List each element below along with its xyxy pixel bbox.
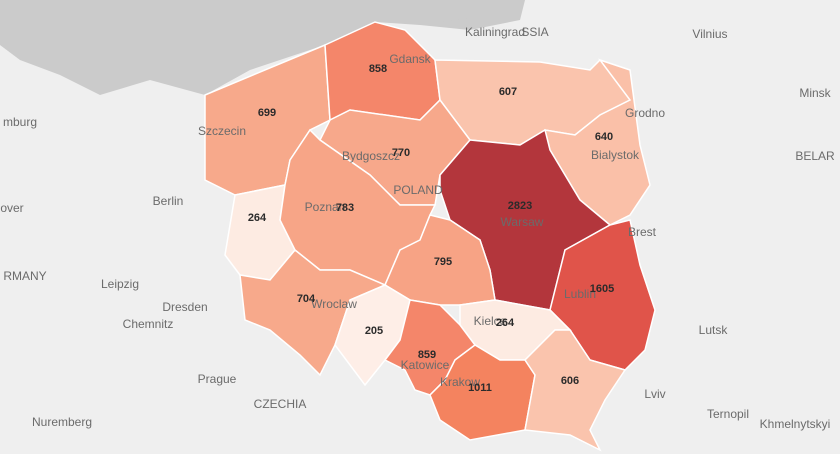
place-label: Ternopil <box>707 407 749 421</box>
region-value: 704 <box>297 293 316 305</box>
place-label: Bialystok <box>591 148 640 162</box>
region-value: 783 <box>336 202 354 214</box>
region <box>524 329 627 452</box>
place-label: Grodno <box>625 106 665 120</box>
place-label: Prague <box>198 372 237 386</box>
place-label: Nuremberg <box>32 415 92 429</box>
region <box>384 214 496 306</box>
place-label: over <box>0 201 23 215</box>
place-label: Kielce <box>474 314 507 328</box>
place-label: Vilnius <box>692 27 727 41</box>
region-value: 858 <box>369 63 387 75</box>
region-value: 205 <box>365 325 383 337</box>
place-label: Berlin <box>153 194 184 208</box>
place-label: Dresden <box>162 300 207 314</box>
place-label: RMANY <box>3 269 46 283</box>
place-label: Minsk <box>799 86 831 100</box>
place-label: Lutsk <box>699 323 729 337</box>
place-label: Lviv <box>644 387 665 401</box>
place-label: mburg <box>3 115 37 129</box>
place-label: Gdansk <box>389 52 431 66</box>
place-label: Lublin <box>564 287 596 301</box>
region-value: 795 <box>434 256 452 268</box>
region-value: 264 <box>496 317 515 329</box>
region-value: 1605 <box>590 283 614 295</box>
place-label: CZECHIA <box>254 397 307 411</box>
place-label: Szczecin <box>198 124 246 138</box>
region-value: 2823 <box>508 200 532 212</box>
region-value: 606 <box>561 375 579 387</box>
place-label: Katowice <box>401 358 450 372</box>
region-value: 859 <box>418 349 436 361</box>
place-label: Warsaw <box>501 215 544 229</box>
place-label: Kaliningrad <box>465 25 525 39</box>
sea <box>0 0 525 95</box>
region-value: 264 <box>248 212 267 224</box>
place-label: Leipzig <box>101 277 139 291</box>
region-value: 607 <box>499 86 517 98</box>
region-value: 770 <box>392 147 410 159</box>
place-label: Krakow <box>440 375 480 389</box>
place-label: BELAR <box>795 149 835 163</box>
region-value: 699 <box>258 107 276 119</box>
place-label: POLAND <box>393 183 443 197</box>
region-value: 640 <box>595 131 613 143</box>
place-label: Wroclaw <box>311 297 357 311</box>
place-label: Khmelnytskyi <box>760 417 831 431</box>
gulf <box>410 0 480 22</box>
place-label: Chemnitz <box>123 317 174 331</box>
place-label: Bydgoszcz <box>342 149 400 163</box>
place-label: SSIA <box>521 25 548 39</box>
place-label: Brest <box>628 225 657 239</box>
region-value: 1011 <box>468 382 492 394</box>
place-label: Poznan <box>305 200 346 214</box>
